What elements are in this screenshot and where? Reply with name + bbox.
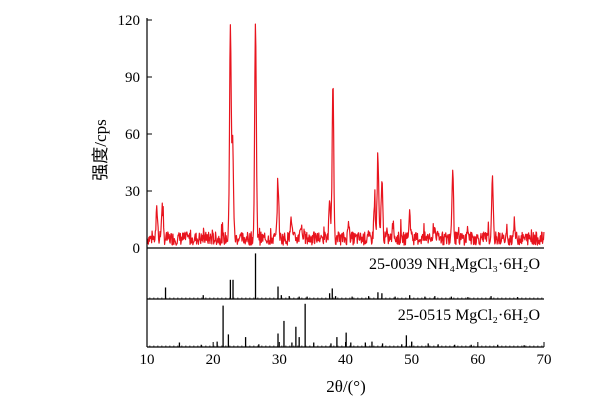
- x-tick-label: 60: [470, 352, 485, 368]
- x-tick-label: 50: [404, 352, 419, 368]
- x-tick-label: 40: [338, 352, 353, 368]
- xrd-series-line: [146, 23, 545, 246]
- y-tick-label: 60: [125, 127, 140, 143]
- y-axis-label: 强度/cps: [91, 119, 110, 180]
- reference-label: 25-0039 NH₄MgCl₃·6H₂O: [369, 256, 540, 273]
- y-tick-label: 30: [125, 184, 140, 200]
- reference-label: 25-0515 MgCl₂·6H₂O: [398, 307, 540, 324]
- x-tick-label: 70: [537, 352, 552, 368]
- y-tick-label: 90: [125, 70, 140, 86]
- x-axis-label: 2θ/(°): [326, 377, 366, 396]
- y-tick-label: 0: [133, 241, 141, 257]
- x-tick-label: 10: [140, 352, 155, 368]
- y-tick-label: 120: [118, 13, 141, 29]
- x-tick-label: 30: [272, 352, 287, 368]
- x-tick-label: 20: [206, 352, 221, 368]
